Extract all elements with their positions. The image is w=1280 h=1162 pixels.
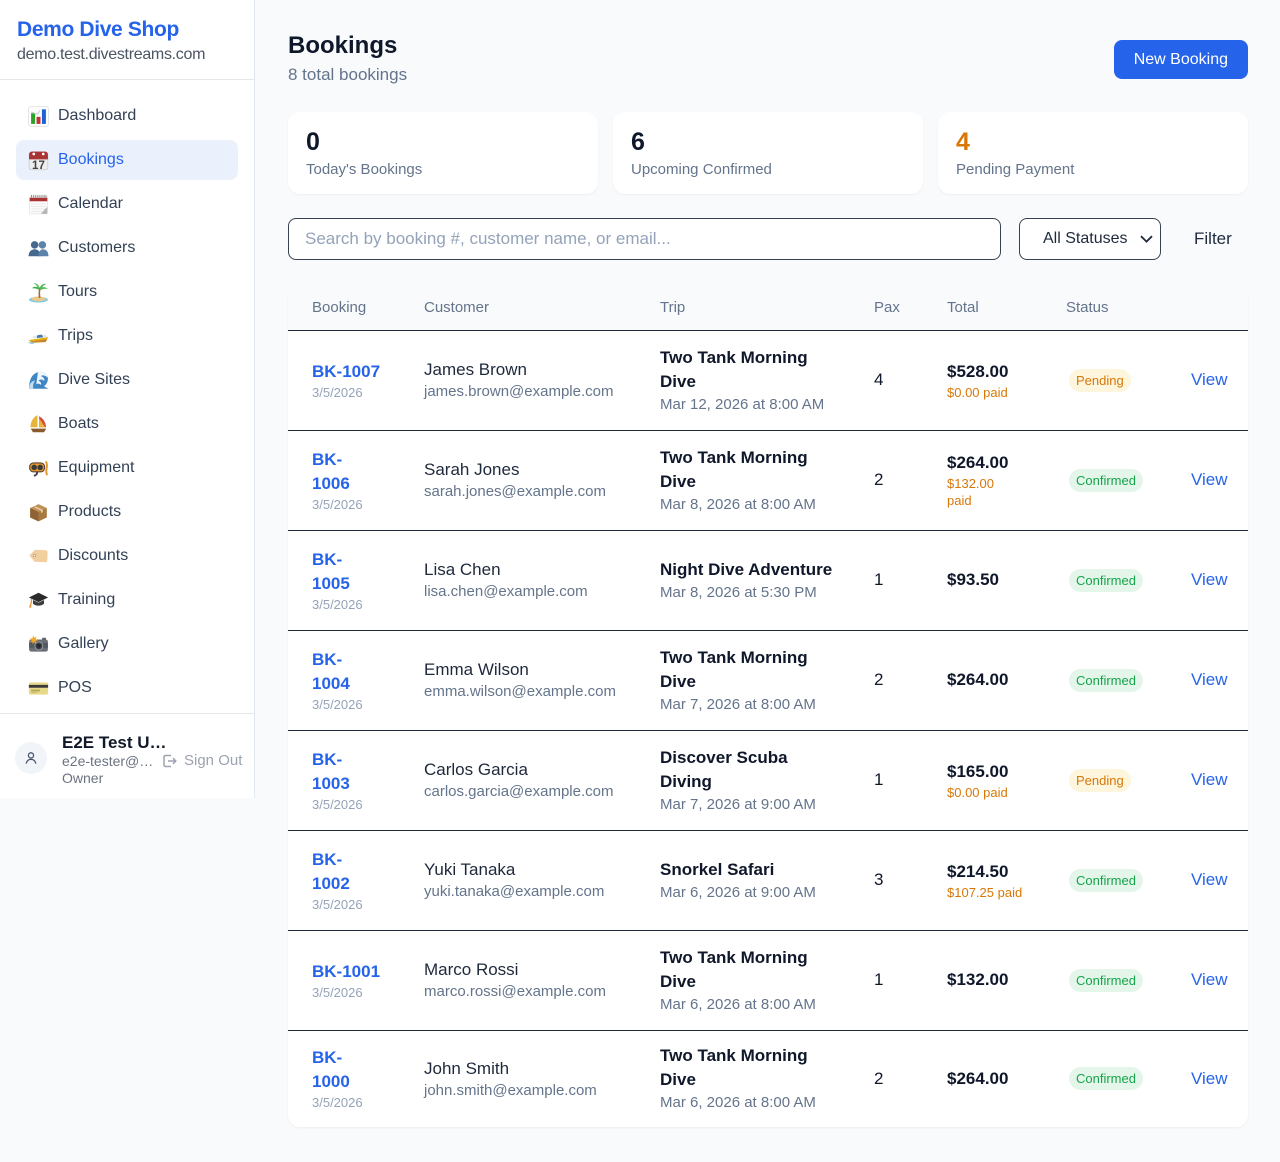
svg-text:17: 17 — [32, 158, 45, 170]
